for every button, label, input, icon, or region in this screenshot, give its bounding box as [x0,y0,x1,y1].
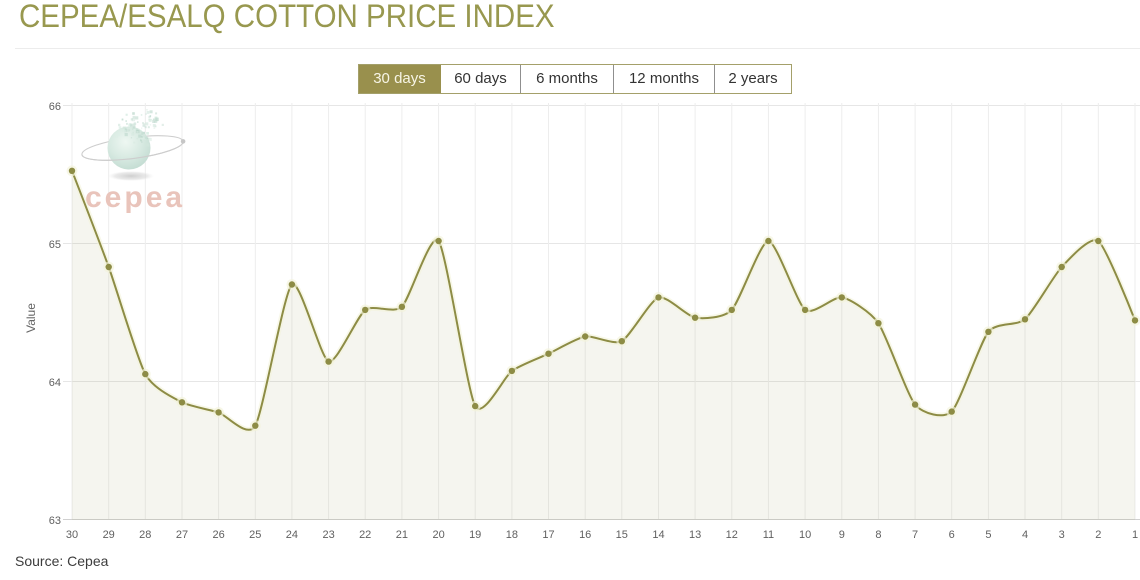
svg-text:22: 22 [359,529,371,541]
svg-text:29: 29 [103,529,115,541]
svg-text:8: 8 [875,529,881,541]
svg-text:26: 26 [212,529,224,541]
svg-text:19: 19 [469,529,481,541]
svg-text:20: 20 [432,529,444,541]
svg-text:cepea: cepea [85,181,185,214]
svg-text:3: 3 [1059,529,1065,541]
svg-text:5: 5 [985,529,991,541]
svg-text:25: 25 [249,529,261,541]
svg-text:2: 2 [1095,529,1101,541]
svg-text:11: 11 [763,529,774,541]
svg-text:14: 14 [652,529,664,541]
svg-text:1: 1 [1132,529,1138,541]
svg-text:21: 21 [396,529,408,541]
svg-text:16: 16 [579,529,591,541]
svg-text:18: 18 [506,529,518,541]
svg-text:15: 15 [616,529,628,541]
svg-text:66: 66 [49,101,61,113]
svg-text:13: 13 [689,529,701,541]
svg-text:6: 6 [949,529,955,541]
svg-text:23: 23 [322,529,334,541]
svg-text:64: 64 [49,377,61,389]
svg-text:10: 10 [799,529,811,541]
svg-text:9: 9 [839,529,845,541]
svg-text:12: 12 [726,529,738,541]
svg-text:Value: Value [24,303,38,333]
svg-text:4: 4 [1022,529,1028,541]
svg-text:65: 65 [49,239,61,251]
svg-text:28: 28 [139,529,151,541]
svg-text:7: 7 [912,529,918,541]
svg-text:63: 63 [49,515,61,527]
svg-text:17: 17 [542,529,554,541]
svg-text:24: 24 [286,529,298,541]
svg-text:27: 27 [176,529,188,541]
svg-text:30: 30 [66,529,78,541]
